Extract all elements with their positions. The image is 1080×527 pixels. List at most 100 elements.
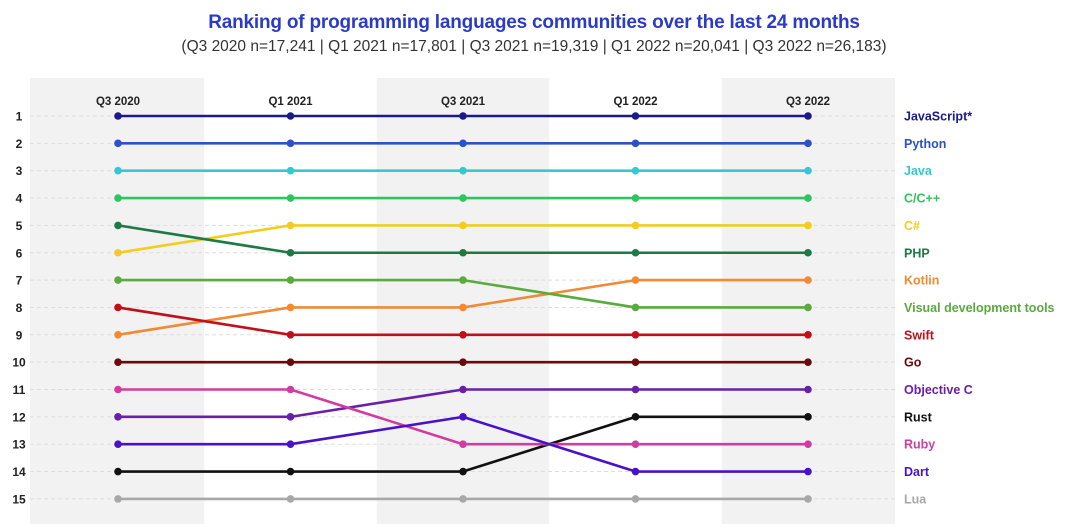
data-point	[631, 276, 640, 284]
y-tick-label: 10	[12, 356, 26, 370]
data-point	[459, 467, 467, 476]
data-point	[459, 139, 467, 148]
data-point	[459, 166, 467, 175]
data-point	[114, 331, 122, 339]
series-label: Kotlin	[904, 274, 939, 288]
data-point	[114, 495, 122, 503]
data-point	[804, 248, 812, 257]
data-point	[631, 139, 640, 148]
data-point	[804, 495, 812, 503]
series-label: Python	[904, 137, 946, 151]
data-point	[459, 194, 467, 202]
series-label: Go	[904, 356, 922, 370]
data-point	[286, 358, 295, 366]
y-tick-label: 5	[16, 219, 23, 233]
y-tick-label: 11	[13, 383, 26, 397]
data-point	[114, 440, 122, 449]
y-tick-label: 1	[16, 110, 23, 124]
series-label: Rust	[904, 410, 933, 424]
data-point	[631, 385, 640, 394]
x-tick-label: Q3 2020	[96, 96, 140, 108]
y-tick-label: 15	[12, 492, 26, 506]
data-point	[114, 467, 122, 476]
x-axis-labels: Q3 2020 Q1 2021 Q3 2021 Q1 2022 Q3 2022	[96, 96, 830, 108]
data-point	[631, 166, 640, 175]
data-point	[631, 467, 640, 476]
series-points	[114, 112, 812, 503]
y-tick-label: 7	[16, 274, 23, 288]
series-label: Lua	[904, 492, 927, 506]
series-labels: JavaScript* Python Java C/C++ C# PHP Kotlin Vis…	[904, 110, 1055, 507]
data-point	[459, 276, 467, 284]
data-point	[631, 112, 640, 120]
data-point	[631, 413, 640, 421]
y-tick-label: 3	[16, 164, 23, 178]
data-point	[459, 221, 467, 230]
data-point	[804, 276, 812, 284]
data-point	[286, 413, 295, 421]
data-point	[631, 248, 640, 257]
data-point	[286, 495, 295, 503]
chart-title: Ranking of programming languages communi…	[208, 12, 860, 33]
data-point	[631, 221, 640, 230]
column-band	[721, 78, 895, 524]
x-tick-label: Q3 2022	[786, 96, 830, 108]
data-point	[804, 331, 812, 339]
data-point	[459, 248, 467, 257]
data-point	[631, 194, 640, 202]
data-point	[804, 139, 812, 148]
series-label: Ruby	[904, 438, 935, 452]
data-point	[804, 413, 812, 421]
data-point	[114, 303, 122, 312]
x-tick-label: Q3 2021	[441, 96, 486, 108]
data-point	[631, 331, 640, 339]
data-point	[286, 112, 295, 120]
data-point	[631, 358, 640, 366]
data-point	[286, 440, 295, 449]
data-point	[114, 413, 122, 421]
y-tick-label: 9	[16, 328, 23, 342]
y-tick-label: 6	[16, 246, 23, 260]
column-bands	[30, 78, 895, 524]
data-point	[459, 440, 467, 449]
data-point	[459, 112, 467, 120]
y-tick-label: 2	[16, 137, 23, 151]
series-label: JavaScript*	[904, 110, 972, 124]
series-label: Objective C	[904, 383, 973, 397]
data-point	[631, 303, 640, 312]
data-point	[114, 221, 122, 230]
data-point	[804, 166, 812, 175]
data-point	[114, 194, 122, 202]
series-label: C/C++	[904, 192, 940, 206]
y-tick-label: 13	[12, 438, 26, 452]
data-point	[286, 194, 295, 202]
data-point	[114, 112, 122, 120]
data-point	[459, 385, 467, 394]
data-point	[114, 139, 122, 148]
column-band	[376, 78, 550, 524]
data-point	[114, 276, 122, 284]
y-tick-label: 12	[12, 410, 26, 424]
data-point	[459, 303, 467, 312]
data-point	[286, 467, 295, 476]
data-point	[804, 221, 812, 230]
data-point	[114, 166, 122, 175]
series-label: Visual development tools	[904, 301, 1055, 315]
data-point	[804, 303, 812, 312]
data-point	[286, 139, 295, 148]
data-point	[286, 303, 295, 312]
data-point	[804, 440, 812, 449]
data-point	[459, 413, 467, 421]
data-point	[631, 495, 640, 503]
data-point	[286, 276, 295, 284]
data-point	[804, 467, 812, 476]
data-point	[286, 385, 295, 394]
x-tick-label: Q1 2021	[268, 96, 313, 108]
column-band	[30, 78, 205, 524]
series-label: Dart	[904, 465, 930, 479]
data-point	[459, 495, 467, 503]
data-point	[804, 112, 812, 120]
data-point	[286, 331, 295, 339]
